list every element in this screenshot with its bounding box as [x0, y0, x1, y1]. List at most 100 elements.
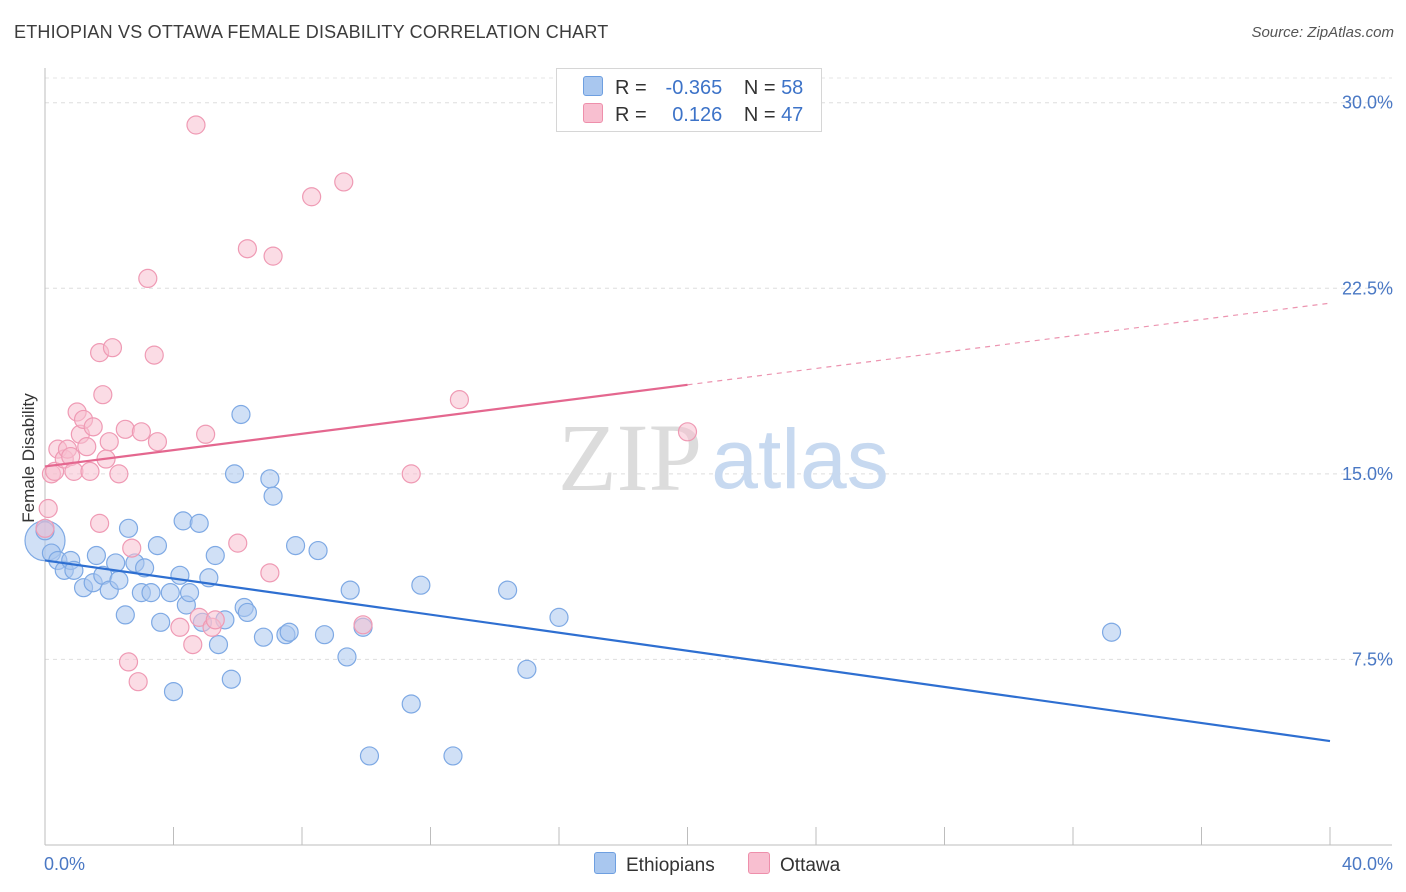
legend-swatch-pink [583, 103, 603, 123]
point-ottawa [80, 461, 100, 481]
trend-line-ethiopians [44, 559, 1331, 743]
y-axis-label: Female Disability [19, 393, 38, 523]
series-legend: Ethiopians Ottawa [594, 852, 868, 877]
correlation-legend: R = -0.365 N = 58 R = 0.126 N = 47 [556, 68, 822, 132]
point-ottawa [109, 464, 129, 484]
point-ethiopians [337, 647, 357, 667]
point-ottawa [237, 239, 257, 259]
point-ethiopians [237, 602, 257, 623]
tick-labels: 7.5% 15.0% 22.5% 30.0% 0.0% 40.0% [44, 93, 1393, 874]
y-tick-label: 7.5% [1352, 649, 1393, 669]
point-ottawa [64, 461, 84, 481]
point-ethiopians [279, 622, 299, 642]
point-ottawa [138, 268, 158, 289]
point-ethiopians [118, 518, 139, 538]
point-ottawa [302, 187, 322, 207]
point-ottawa [90, 513, 110, 533]
point-ottawa [449, 390, 470, 410]
legend-r-label: R = [615, 77, 647, 99]
legend-n-label: N = [743, 77, 776, 99]
point-ethiopians [189, 513, 209, 533]
trend-lines [44, 302, 1331, 743]
point-ethiopians [173, 511, 193, 531]
point-ethiopians [231, 404, 251, 425]
point-ethiopians [86, 545, 107, 566]
trend-line-ottawa [687, 302, 1331, 386]
point-ethiopians [260, 469, 280, 489]
point-ethiopians [160, 583, 180, 603]
legend-n-label: N = [743, 104, 776, 126]
point-ethiopians [115, 605, 135, 625]
point-ottawa [128, 672, 148, 692]
point-ethiopians [147, 536, 168, 556]
x-tick-label: 0.0% [44, 854, 85, 874]
point-ottawa [83, 417, 103, 437]
point-ethiopians [1101, 622, 1122, 642]
point-ottawa [205, 610, 225, 630]
point-ottawa [144, 345, 164, 365]
watermark-atlas: atlas [711, 412, 888, 506]
point-ethiopians [517, 659, 537, 679]
point-ethiopians [208, 634, 229, 655]
point-ethiopians [179, 583, 200, 603]
point-ethiopians [340, 580, 360, 600]
point-ottawa [147, 432, 168, 452]
point-ethiopians [151, 612, 171, 632]
point-ethiopians [443, 746, 463, 766]
point-ottawa [196, 424, 216, 444]
point-ottawa [228, 533, 248, 553]
legend-label-ottawa: Ottawa [780, 855, 841, 876]
data-points [24, 115, 1122, 766]
point-ottawa [334, 172, 354, 192]
point-ottawa [677, 422, 698, 442]
legend-label-ethiopians: Ethiopians [626, 855, 715, 876]
point-ottawa [93, 385, 113, 405]
legend-swatch-pink [748, 852, 771, 874]
grid-lines [45, 77, 1392, 660]
legend-n-value: 47 [781, 104, 804, 126]
point-ethiopians [549, 607, 569, 627]
point-ottawa [170, 617, 190, 637]
point-ethiopians [308, 540, 328, 561]
legend-swatch-blue [583, 76, 603, 96]
legend-r-value: 0.126 [672, 104, 723, 126]
point-ottawa [77, 437, 97, 457]
point-ethiopians [401, 694, 421, 714]
y-tick-label: 30.0% [1342, 93, 1393, 113]
point-ethiopians [221, 669, 241, 689]
point-ottawa [118, 652, 139, 672]
point-ethiopians [285, 536, 306, 556]
point-ottawa [401, 464, 421, 484]
point-ethiopians [109, 570, 129, 590]
point-ethiopians [163, 681, 184, 702]
point-ethiopians [359, 746, 380, 766]
point-ottawa [99, 432, 119, 452]
legend-row-ethiopians: R = -0.365 N = 58 [583, 76, 803, 100]
y-tick-label: 22.5% [1342, 278, 1393, 298]
point-ethiopians [224, 464, 245, 484]
point-ottawa [131, 422, 151, 442]
point-ethiopians [253, 627, 274, 647]
point-ethiopians [205, 545, 225, 566]
point-ethiopians [134, 558, 155, 578]
x-tick-label: 40.0% [1342, 854, 1393, 874]
point-ethiopians [314, 625, 335, 645]
point-ethiopians [170, 565, 190, 585]
legend-item-ethiopians[interactable]: Ethiopians [594, 852, 715, 877]
source-label: Source: ZipAtlas.com [1251, 24, 1394, 41]
axes [44, 68, 1392, 846]
point-ethiopians [411, 575, 431, 595]
point-ottawa [122, 538, 142, 558]
watermark: ZIP atlas [558, 404, 889, 511]
point-ottawa [353, 615, 373, 635]
point-ottawa [38, 498, 58, 519]
legend-item-ottawa[interactable]: Ottawa [748, 852, 840, 877]
legend-n-value: 58 [781, 77, 804, 99]
point-ethiopians [263, 486, 283, 506]
legend-r-label: R = [615, 104, 647, 126]
point-ethiopians [498, 580, 518, 600]
trend-line-ottawa [44, 383, 688, 468]
point-ottawa [115, 419, 135, 439]
watermark-zip: ZIP [558, 404, 702, 511]
